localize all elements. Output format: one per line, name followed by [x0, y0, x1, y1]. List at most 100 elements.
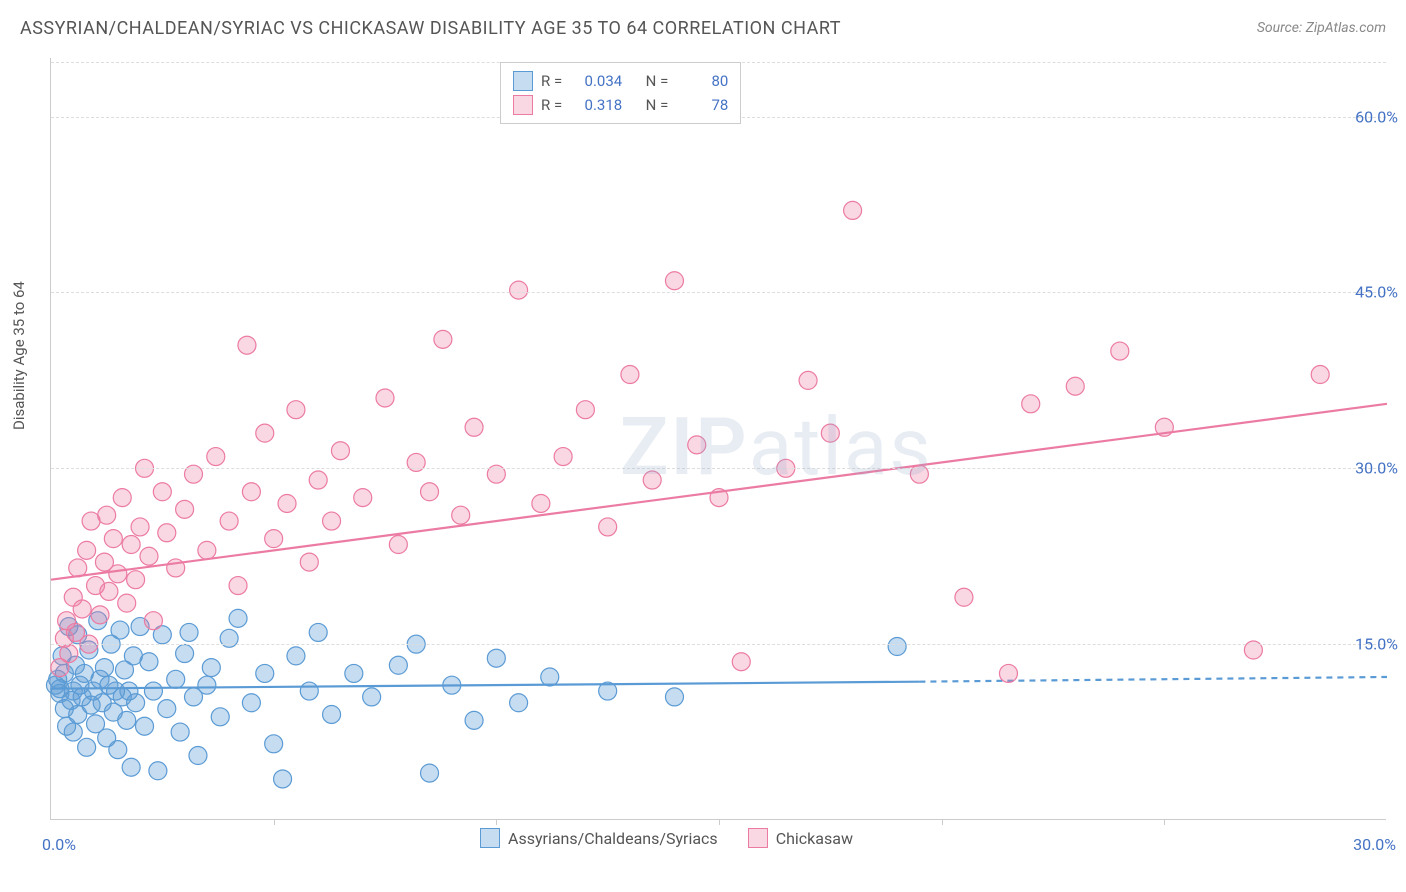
data-point — [122, 536, 140, 554]
data-point — [144, 612, 162, 630]
data-point — [100, 582, 118, 600]
legend-swatch — [748, 828, 768, 848]
legend-n-value: 80 — [676, 72, 728, 90]
data-point — [554, 448, 572, 466]
data-point — [109, 741, 127, 759]
x-tick-label: 0.0% — [42, 835, 76, 854]
y-axis-label: Disability Age 35 to 64 — [10, 281, 28, 430]
data-point — [300, 682, 318, 700]
trend-line-dashed — [919, 677, 1387, 682]
y-tick-label: 60.0% — [1355, 107, 1398, 126]
data-point — [376, 389, 394, 407]
x-minor-tick — [942, 819, 943, 825]
data-point — [158, 700, 176, 718]
data-point — [421, 483, 439, 501]
data-point — [140, 653, 158, 671]
chart-title: ASSYRIAN/CHALDEAN/SYRIAC VS CHICKASAW DI… — [20, 18, 841, 39]
data-point — [300, 553, 318, 571]
data-point — [144, 682, 162, 700]
legend-stat-row: R =0.034 N =80 — [513, 69, 728, 93]
legend-r-value: 0.034 — [570, 72, 622, 90]
data-point — [202, 659, 220, 677]
data-point — [64, 723, 82, 741]
legend-series-name: Chickasaw — [776, 829, 853, 848]
grid-line — [51, 292, 1386, 293]
data-point — [278, 494, 296, 512]
data-point — [229, 577, 247, 595]
legend-r-value: 0.318 — [570, 96, 622, 114]
data-point — [265, 735, 283, 753]
data-point — [421, 764, 439, 782]
legend-series: Assyrians/Chaldeans/Syriacs Chickasaw — [480, 828, 853, 848]
data-point — [665, 272, 683, 290]
data-point — [1111, 342, 1129, 360]
y-tick-label: 45.0% — [1355, 283, 1398, 302]
legend-n-label: N = — [646, 72, 669, 90]
data-point — [98, 506, 116, 524]
legend-item: Assyrians/Chaldeans/Syriacs — [480, 828, 718, 848]
data-point — [149, 762, 167, 780]
data-point — [510, 694, 528, 712]
data-point — [844, 201, 862, 219]
legend-swatch — [480, 828, 500, 848]
data-point — [510, 281, 528, 299]
data-point — [265, 530, 283, 548]
data-point — [176, 645, 194, 663]
data-point — [389, 656, 407, 674]
data-point — [532, 494, 550, 512]
data-point — [643, 471, 661, 489]
source-value: ZipAtlas.com — [1306, 20, 1386, 36]
data-point — [799, 371, 817, 389]
data-point — [287, 647, 305, 665]
data-point — [127, 694, 145, 712]
x-minor-tick — [274, 819, 275, 825]
grid-line — [51, 644, 1386, 645]
data-point — [220, 512, 238, 530]
data-point — [127, 571, 145, 589]
data-point — [242, 483, 260, 501]
data-point — [1066, 377, 1084, 395]
legend-series-name: Assyrians/Chaldeans/Syriacs — [508, 829, 718, 848]
data-point — [140, 547, 158, 565]
data-point — [60, 645, 78, 663]
data-point — [158, 524, 176, 542]
data-point — [153, 483, 171, 501]
data-point — [465, 418, 483, 436]
data-point — [131, 518, 149, 536]
data-point — [576, 401, 594, 419]
data-point — [323, 705, 341, 723]
data-point — [122, 758, 140, 776]
data-point — [487, 649, 505, 667]
data-point — [104, 530, 122, 548]
data-point — [999, 664, 1017, 682]
data-point — [238, 336, 256, 354]
legend-r-label: R = — [541, 96, 562, 114]
data-point — [78, 541, 96, 559]
data-point — [198, 541, 216, 559]
source-label: Source: — [1257, 20, 1302, 36]
data-point — [176, 500, 194, 518]
data-point — [309, 623, 327, 641]
data-point — [354, 489, 372, 507]
data-point — [323, 512, 341, 530]
legend-stats: R =0.034 N =80R =0.318 N =78 — [500, 62, 741, 124]
data-point — [888, 637, 906, 655]
legend-n-label: N = — [646, 96, 669, 114]
data-point — [287, 401, 305, 419]
y-tick-label: 15.0% — [1355, 635, 1398, 654]
data-point — [1311, 366, 1329, 384]
data-point — [688, 436, 706, 454]
data-point — [136, 717, 154, 735]
data-point — [111, 621, 129, 639]
data-point — [599, 518, 617, 536]
data-point — [180, 623, 198, 641]
data-point — [345, 664, 363, 682]
data-point — [955, 588, 973, 606]
data-point — [665, 688, 683, 706]
data-point — [207, 448, 225, 466]
data-point — [91, 606, 109, 624]
legend-swatch — [513, 95, 533, 115]
data-point — [118, 711, 136, 729]
data-point — [363, 688, 381, 706]
data-point — [1022, 395, 1040, 413]
